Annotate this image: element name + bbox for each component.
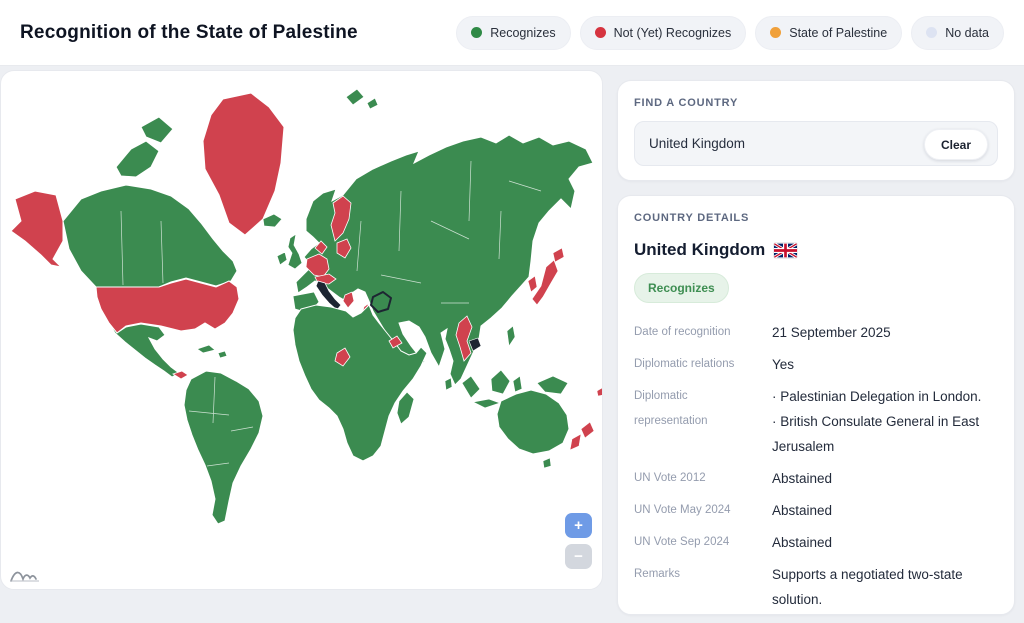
map-region-sulawesi[interactable] xyxy=(512,375,523,393)
country-search-box: Clear xyxy=(634,121,998,166)
status-badge: Recognizes xyxy=(634,273,729,303)
find-country-card: FIND A COUNTRY Clear xyxy=(617,80,1015,181)
detail-value: Supports a negotiated two-state solution… xyxy=(772,567,963,607)
detail-value: 21 September 2025 xyxy=(772,325,891,340)
detail-value: Abstained xyxy=(772,535,833,550)
map-region-usa[interactable] xyxy=(95,278,240,334)
map-region-africa[interactable] xyxy=(292,304,428,462)
map-region-south-america[interactable] xyxy=(183,370,264,525)
detail-label: Remarks xyxy=(634,568,681,580)
detail-label: Diplomatic relations xyxy=(634,358,735,370)
detail-label: Diplomatic representation xyxy=(634,390,708,427)
country-title-row: United Kingdom xyxy=(634,240,998,260)
map-region-australia[interactable] xyxy=(496,389,570,455)
legend-label: State of Palestine xyxy=(789,25,888,40)
map-region-java[interactable] xyxy=(471,398,502,409)
legend: Recognizes Not (Yet) Recognizes State of P… xyxy=(456,15,1004,50)
map-region-eurasia[interactable] xyxy=(295,134,594,386)
uk-flag-icon xyxy=(774,242,798,258)
legend-dot-icon xyxy=(770,27,782,38)
detail-row: Remarks Supports a negotiated two-state s… xyxy=(634,562,998,612)
legend-dot-icon xyxy=(594,27,606,38)
map-region-mexico[interactable] xyxy=(108,322,180,378)
country-details-card: COUNTRY DETAILS United Kingdom Recognize… xyxy=(617,195,1015,615)
map-region-myanmar[interactable] xyxy=(455,315,473,362)
map-region-germany-benelux[interactable] xyxy=(305,253,330,278)
map-region-japan[interactable] xyxy=(531,259,559,306)
zoom-out-button[interactable]: − xyxy=(565,544,592,569)
map-region-cameroon[interactable] xyxy=(334,347,351,367)
map-region-hokkaido[interactable] xyxy=(552,247,565,263)
page-title: Recognition of the State of Palestine xyxy=(20,21,358,43)
map-region-panama[interactable] xyxy=(172,370,189,380)
legend-label: No data xyxy=(945,25,989,40)
map-region-cuba[interactable] xyxy=(196,344,216,354)
map-region-eritrea[interactable] xyxy=(388,335,403,349)
map-region-madagascar[interactable] xyxy=(396,391,415,425)
legend-dot-icon xyxy=(471,27,483,38)
legend-dot-icon xyxy=(926,27,938,38)
map-region-united-kingdom[interactable] xyxy=(287,233,303,270)
map-region-new-zealand[interactable] xyxy=(580,421,595,439)
map-region-iceland[interactable] xyxy=(262,213,283,228)
legend-label: Recognizes xyxy=(490,25,556,40)
map-region-canada[interactable] xyxy=(62,184,238,288)
detail-row: Diplomatic representation · Palestinian D… xyxy=(634,384,998,459)
map-region-ireland[interactable] xyxy=(276,251,288,266)
map-region-finland[interactable] xyxy=(330,195,352,242)
header: Recognition of the State of Palestine Re… xyxy=(0,0,1024,66)
map-region-arctic-islands[interactable] xyxy=(115,140,160,178)
detail-row: Date of recognition 21 September 2025 xyxy=(634,320,998,345)
world-map-panel: + − xyxy=(0,70,603,590)
map-region-pacific-island[interactable] xyxy=(596,387,603,397)
details-rows: Date of recognition 21 September 2025 Dipl… xyxy=(634,320,998,612)
detail-value: Yes xyxy=(772,357,795,372)
map-region-baltics[interactable] xyxy=(336,238,352,259)
detail-row: Diplomatic relations Yes xyxy=(634,352,998,377)
legend-pill[interactable]: Recognizes xyxy=(456,15,571,50)
map-region-denmark[interactable] xyxy=(314,240,328,255)
detail-value: Abstained xyxy=(772,503,833,518)
map-region-new-zealand[interactable] xyxy=(569,433,582,451)
detail-value: · Palestinian Delegation in London. · Bri… xyxy=(772,389,982,454)
legend-pill[interactable]: No data xyxy=(911,15,1004,50)
map-region-svalbard[interactable] xyxy=(345,88,365,106)
map-region-cambodia[interactable] xyxy=(468,337,482,352)
detail-row: UN Vote 2012 Abstained xyxy=(634,466,998,491)
map-region-greece[interactable] xyxy=(342,291,355,309)
detail-label: Date of recognition xyxy=(634,326,731,338)
map-region-sri-lanka[interactable] xyxy=(444,377,453,391)
zoom-in-button[interactable]: + xyxy=(565,513,592,538)
detail-label: UN Vote Sep 2024 xyxy=(634,536,730,548)
map-region-alaska[interactable] xyxy=(10,190,64,268)
map-region-svalbard[interactable] xyxy=(366,97,379,110)
map-region-south-korea[interactable] xyxy=(527,275,538,293)
map-region-italy[interactable] xyxy=(315,280,342,311)
amcharts-logo-icon[interactable] xyxy=(9,565,43,585)
map-zoom-controls: + − xyxy=(565,513,592,569)
legend-label: Not (Yet) Recognizes xyxy=(613,25,732,40)
legend-pill[interactable]: Not (Yet) Recognizes xyxy=(579,15,747,50)
map-region-iraq[interactable] xyxy=(370,291,392,313)
detail-label: UN Vote 2012 xyxy=(634,472,706,484)
map-region-sumatra[interactable] xyxy=(461,375,481,399)
legend-pill[interactable]: State of Palestine xyxy=(755,15,903,50)
detail-value: Abstained xyxy=(772,471,833,486)
map-region-greenland[interactable] xyxy=(202,92,285,236)
country-name: United Kingdom xyxy=(634,240,766,259)
world-map[interactable] xyxy=(1,71,603,590)
clear-search-button[interactable]: Clear xyxy=(923,129,988,160)
detail-row: UN Vote May 2024 Abstained xyxy=(634,498,998,523)
map-region-tasmania[interactable] xyxy=(542,457,552,469)
map-region-borneo[interactable] xyxy=(490,369,511,395)
detail-row: UN Vote Sep 2024 Abstained xyxy=(634,530,998,555)
map-region-arctic-islands[interactable] xyxy=(140,116,174,144)
country-details-heading: COUNTRY DETAILS xyxy=(634,212,750,224)
map-region-new-guinea[interactable] xyxy=(536,375,569,395)
detail-label: UN Vote May 2024 xyxy=(634,504,731,516)
find-country-heading: FIND A COUNTRY xyxy=(634,97,739,109)
map-region-philippines[interactable] xyxy=(506,325,516,347)
map-region-hispaniola[interactable] xyxy=(217,350,228,359)
